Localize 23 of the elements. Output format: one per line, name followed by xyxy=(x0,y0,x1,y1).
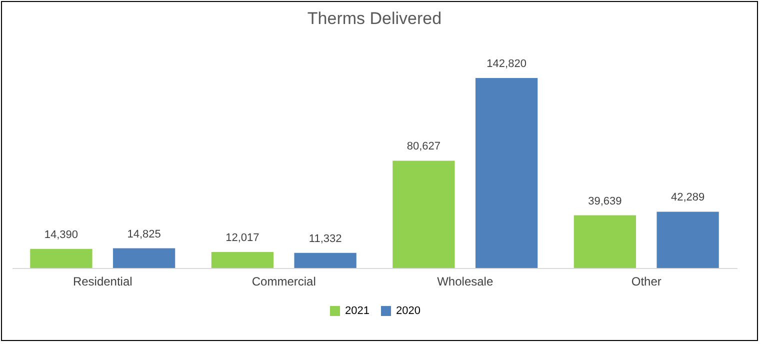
data-label: 12,017 xyxy=(226,232,260,244)
bar xyxy=(475,78,538,268)
bar xyxy=(656,212,719,268)
x-tick-label: Other xyxy=(631,274,662,288)
x-tick-label: Wholesale xyxy=(437,274,494,288)
data-label: 11,332 xyxy=(308,232,342,245)
x-tick-label: Residential xyxy=(72,274,132,288)
data-label: 80,627 xyxy=(406,140,441,153)
bar xyxy=(294,252,356,268)
data-label: 14,390 xyxy=(44,228,78,241)
x-tick-label: Commercial xyxy=(252,274,316,288)
bar xyxy=(574,215,636,268)
data-label: 14,825 xyxy=(127,228,161,240)
bar xyxy=(211,252,274,268)
bar xyxy=(392,160,455,268)
bar xyxy=(30,248,92,268)
data-label: 142,820 xyxy=(486,58,526,70)
data-label: 39,639 xyxy=(588,195,622,208)
legend-label: 2021 xyxy=(345,305,370,317)
data-label: 42,289 xyxy=(670,192,705,204)
chart-title: Therms Delivered xyxy=(307,9,442,28)
bar xyxy=(112,248,176,268)
legend-label: 2020 xyxy=(396,305,420,317)
